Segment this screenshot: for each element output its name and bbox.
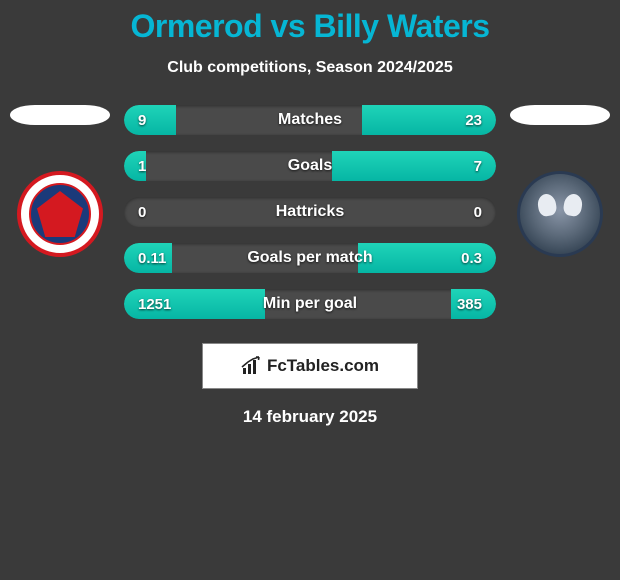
stat-row-hattricks: 0 Hattricks 0: [124, 197, 496, 227]
player-right-column: [508, 105, 612, 257]
subtitle: Club competitions, Season 2024/2025: [0, 59, 620, 77]
stat-row-goals: 1 Goals 7: [124, 151, 496, 181]
stats-column: 9 Matches 23 1 Goals 7 0 Hattricks 0: [112, 105, 508, 335]
date-line: 14 february 2025: [0, 407, 620, 427]
club-badge-left: [17, 171, 103, 257]
bar-chart-icon: [241, 356, 263, 376]
stat-label: Matches: [124, 105, 496, 135]
stat-row-goals-per-match: 0.11 Goals per match 0.3: [124, 243, 496, 273]
promo-box[interactable]: FcTables.com: [202, 343, 418, 389]
stat-value-right: 385: [457, 289, 482, 319]
stat-row-min-per-goal: 1251 Min per goal 385: [124, 289, 496, 319]
stat-label: Min per goal: [124, 289, 496, 319]
stat-label: Goals per match: [124, 243, 496, 273]
promo-text: FcTables.com: [267, 356, 379, 376]
stat-value-right: 0.3: [461, 243, 482, 273]
club-badge-left-inner: [29, 183, 91, 245]
stat-value-right: 0: [474, 197, 482, 227]
country-flag-right: [510, 105, 610, 125]
owl-icon: [532, 186, 588, 242]
comparison-card: Ormerod vs Billy Waters Club competition…: [0, 0, 620, 427]
stat-value-right: 7: [474, 151, 482, 181]
page-title: Ormerod vs Billy Waters: [0, 8, 620, 45]
club-badge-right: [517, 171, 603, 257]
stat-label: Goals: [124, 151, 496, 181]
stat-row-matches: 9 Matches 23: [124, 105, 496, 135]
country-flag-left: [10, 105, 110, 125]
stat-value-right: 23: [465, 105, 482, 135]
player-left-column: [8, 105, 112, 257]
main-row: 9 Matches 23 1 Goals 7 0 Hattricks 0: [0, 105, 620, 335]
stat-label: Hattricks: [124, 197, 496, 227]
